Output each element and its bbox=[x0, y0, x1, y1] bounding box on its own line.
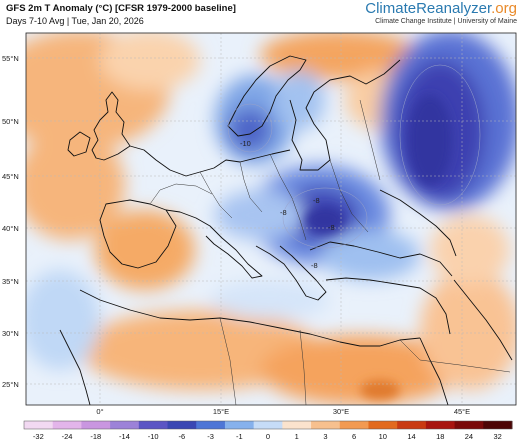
colorbar-swatch bbox=[24, 421, 54, 429]
lat-label: 30°N bbox=[2, 329, 19, 338]
colorbar-tick-label: 3 bbox=[323, 432, 328, 441]
colorbar bbox=[23, 420, 513, 430]
colorbar-swatch bbox=[339, 421, 369, 429]
map-title: GFS 2m T Anomaly (°C) [CFSR 1979-2000 ba… bbox=[6, 3, 236, 14]
coastlines bbox=[59, 55, 513, 405]
colorbar-tick-label: 14 bbox=[407, 432, 416, 441]
colorbar-tick-label: 10 bbox=[378, 432, 387, 441]
lat-label: 25°N bbox=[2, 380, 19, 389]
colorbar-swatch bbox=[81, 421, 111, 429]
lat-label: 50°N bbox=[2, 117, 19, 126]
colorbar-tick-label: -3 bbox=[207, 432, 214, 441]
colorbar-swatch bbox=[311, 421, 341, 429]
colorbar-swatch bbox=[138, 421, 169, 429]
colorbar-tick-label: 0 bbox=[265, 432, 271, 441]
colorbar-swatch bbox=[483, 421, 513, 429]
brand-name: ClimateReanalyzer bbox=[365, 0, 492, 17]
brand-domain: .org bbox=[491, 0, 517, 17]
lon-label: 0° bbox=[96, 407, 103, 416]
colorbar-swatch bbox=[368, 421, 398, 429]
colorbar-swatch bbox=[52, 421, 82, 429]
map-frame bbox=[25, 32, 517, 406]
contour-label: -8 bbox=[328, 223, 335, 232]
lon-label: 15°E bbox=[213, 407, 229, 416]
colorbar-swatch bbox=[282, 421, 312, 429]
colorbar-swatch bbox=[253, 421, 283, 429]
contour-label: -8 bbox=[280, 208, 287, 217]
colorbar-tick-label: 32 bbox=[493, 432, 502, 441]
contour-label: -8 bbox=[311, 261, 318, 270]
colorbar-swatch bbox=[224, 421, 255, 429]
colorbar-tick-label: -24 bbox=[61, 432, 73, 441]
lon-label: 45°E bbox=[454, 407, 470, 416]
brand-institution: Climate Change Institute | University of… bbox=[375, 18, 517, 25]
borders bbox=[149, 99, 511, 405]
contours bbox=[227, 64, 481, 249]
colorbar-frame bbox=[23, 420, 513, 430]
lon-label: 30°E bbox=[333, 407, 349, 416]
colorbar-tick-label: 18 bbox=[436, 432, 445, 441]
colorbar-tick-label: 24 bbox=[464, 432, 474, 441]
colorbar-swatch bbox=[110, 421, 140, 429]
contour-label: -10 bbox=[240, 139, 251, 148]
lat-label: 55°N bbox=[2, 54, 19, 63]
colorbar-tick-label: -18 bbox=[90, 432, 102, 441]
colorbar-swatch bbox=[196, 421, 226, 429]
contour-label: -8 bbox=[313, 196, 320, 205]
lat-label: 40°N bbox=[2, 224, 19, 233]
colorbar-tick-label: 1 bbox=[294, 432, 299, 441]
lat-label: 35°N bbox=[2, 277, 19, 286]
temperature-field bbox=[26, 33, 516, 405]
lat-label: 45°N bbox=[2, 172, 19, 181]
colorbar-tick-label: 6 bbox=[352, 432, 357, 441]
colorbar-tick-label: -32 bbox=[32, 432, 44, 441]
colorbar-swatch bbox=[397, 421, 427, 429]
graticule bbox=[26, 33, 516, 405]
colorbar-tick-label: -1 bbox=[235, 432, 243, 441]
colorbar-swatch bbox=[167, 421, 197, 429]
colorbar-tick-label: -14 bbox=[119, 432, 130, 441]
brand-logo[interactable]: ClimateReanalyzer.org Climate Change Ins… bbox=[365, 1, 517, 26]
colorbar-tick-label: -6 bbox=[178, 432, 186, 441]
colorbar-tick-label: -10 bbox=[147, 432, 159, 441]
map-subtitle: Days 7-10 Avg | Tue, Jan 20, 2026 bbox=[6, 16, 144, 26]
colorbar-swatch bbox=[454, 421, 484, 429]
anomaly-cores bbox=[305, 95, 452, 400]
colorbar-swatch bbox=[425, 421, 456, 429]
